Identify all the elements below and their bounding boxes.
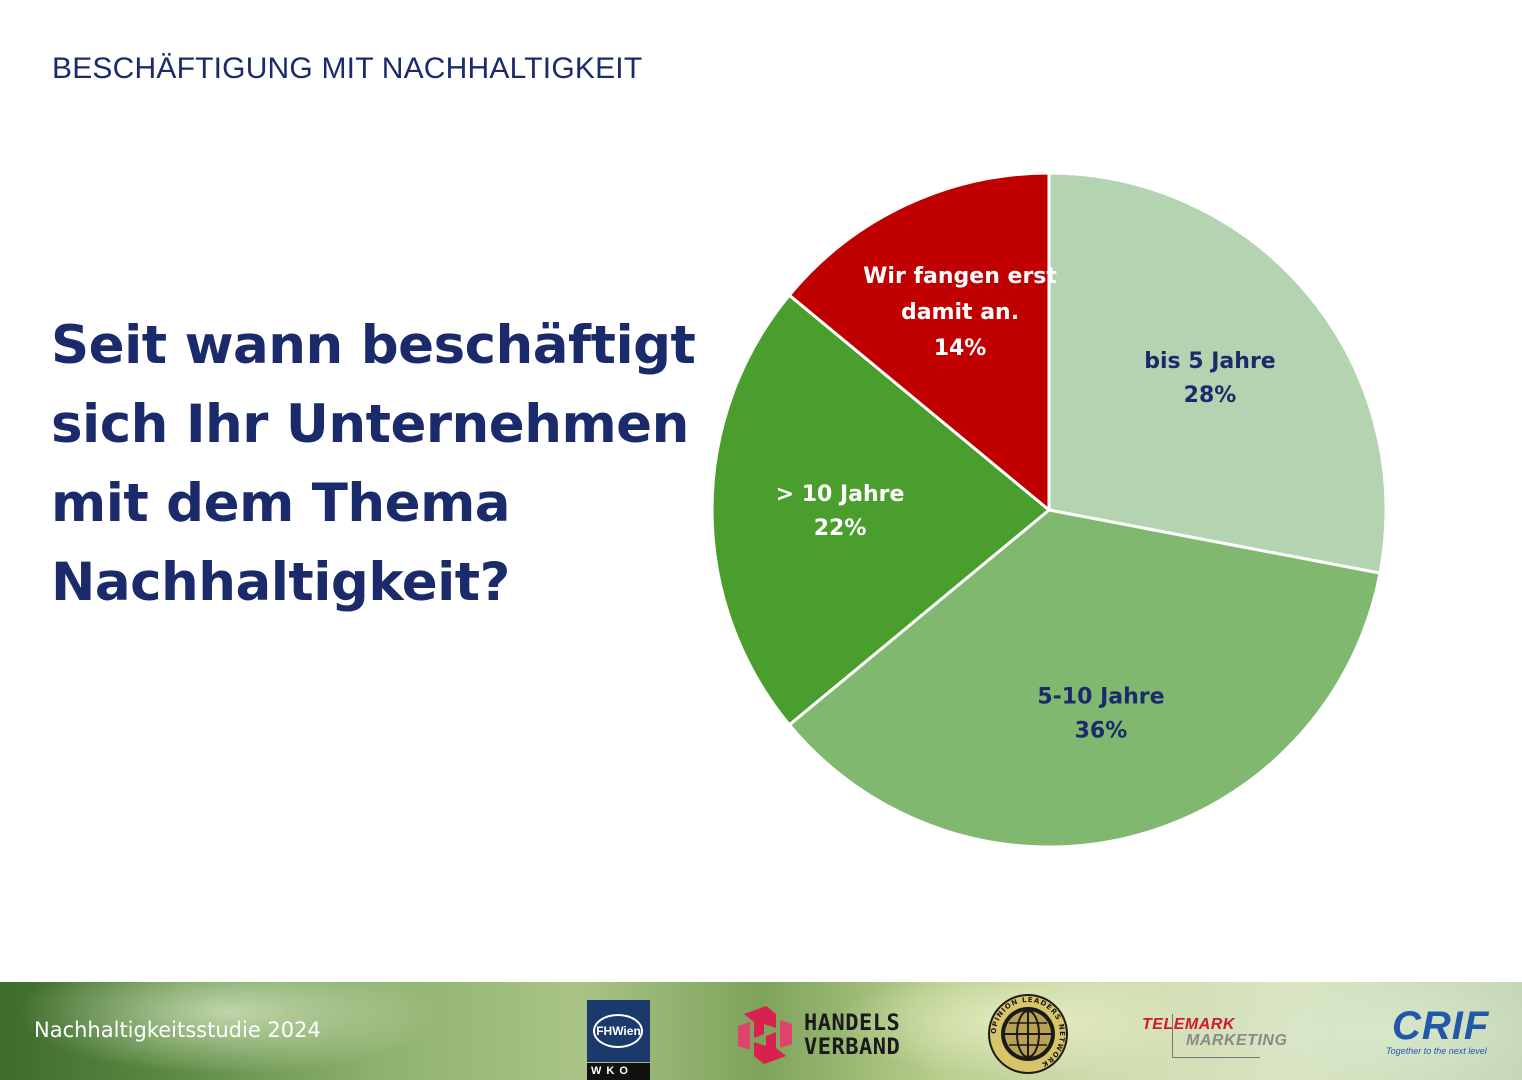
telemark-logo-frame	[1172, 1014, 1260, 1058]
handelsverband-text: HANDELS VERBAND	[804, 1012, 900, 1060]
pie-slice-3	[710, 293, 1051, 727]
question-line: Seit wann beschäftigt	[51, 315, 696, 376]
question-line: mit dem Thema	[51, 473, 511, 534]
study-title: Nachhaltigkeitsstudie 2024	[34, 1018, 321, 1042]
handelsverband-logo: HANDELS VERBAND	[736, 1002, 916, 1068]
pie-value-label: 36%	[1075, 718, 1128, 743]
telemark-line1: TELEMARK	[1142, 1016, 1235, 1033]
pie-value-label: 14%	[934, 336, 987, 361]
question-line: Nachhaltigkeit?	[51, 552, 510, 613]
question-heading: Seit wann beschäftigt sich Ihr Unternehm…	[51, 306, 696, 622]
pie-slice-label-group: Wir fangen erst damit an. 14%	[863, 264, 1057, 361]
handelsverband-mark-icon	[738, 1006, 792, 1064]
crif-logo: CRIF Together to the next level	[1384, 1004, 1506, 1064]
pie-slice-2	[787, 508, 1382, 849]
opinion-leaders-network-logo: OPINION LEADERS NETWORK	[988, 994, 1068, 1074]
pie-slice-label-group: 5-10 Jahre 36%	[1037, 684, 1164, 743]
pie-slice-label-group: bis 5 Jahre 28%	[1144, 349, 1275, 408]
pie-category-label: bis 5 Jahre	[1144, 349, 1275, 374]
pie-chart: bis 5 Jahre 28% 5-10 Jahre 36% > 10 Jahre 22%…	[710, 171, 1388, 849]
pie-category-label: > 10 Jahre	[776, 482, 905, 507]
handelsverband-line1: HANDELS	[804, 1011, 901, 1036]
footer-bar: Nachhaltigkeitsstudie 2024 FHWien WKO HA…	[0, 982, 1522, 1080]
fhwien-logo-ring	[593, 1014, 643, 1048]
crif-name: CRIF	[1392, 1004, 1490, 1048]
telemark-line2: MARKETING	[1186, 1032, 1288, 1049]
pie-slice-4	[787, 171, 1051, 512]
pie-slice-1	[1047, 171, 1388, 575]
pie-slice-label-group: > 10 Jahre 22%	[776, 482, 905, 541]
question-line: sich Ihr Unternehmen	[51, 394, 689, 455]
pie-value-label: 28%	[1184, 383, 1237, 408]
wko-logo-text: WKO	[587, 1063, 650, 1080]
pie-category-label: Wir fangen erst	[863, 264, 1057, 289]
section-title: BESCHÄFTIGUNG MIT NACHHALTIGKEIT	[52, 52, 643, 85]
crif-tagline: Together to the next level	[1386, 1046, 1487, 1056]
pie-category-label: damit an.	[901, 300, 1019, 325]
pie-category-label: 5-10 Jahre	[1037, 684, 1164, 709]
telemark-marketing-logo: TELEMARK MARKETING	[1140, 1010, 1320, 1064]
pie-value-label: 22%	[814, 516, 867, 541]
fhwien-logo-text: FHWien	[596, 1024, 641, 1038]
fhwien-wko-logo: FHWien WKO	[587, 1000, 650, 1080]
handelsverband-line2: VERBAND	[804, 1035, 901, 1060]
